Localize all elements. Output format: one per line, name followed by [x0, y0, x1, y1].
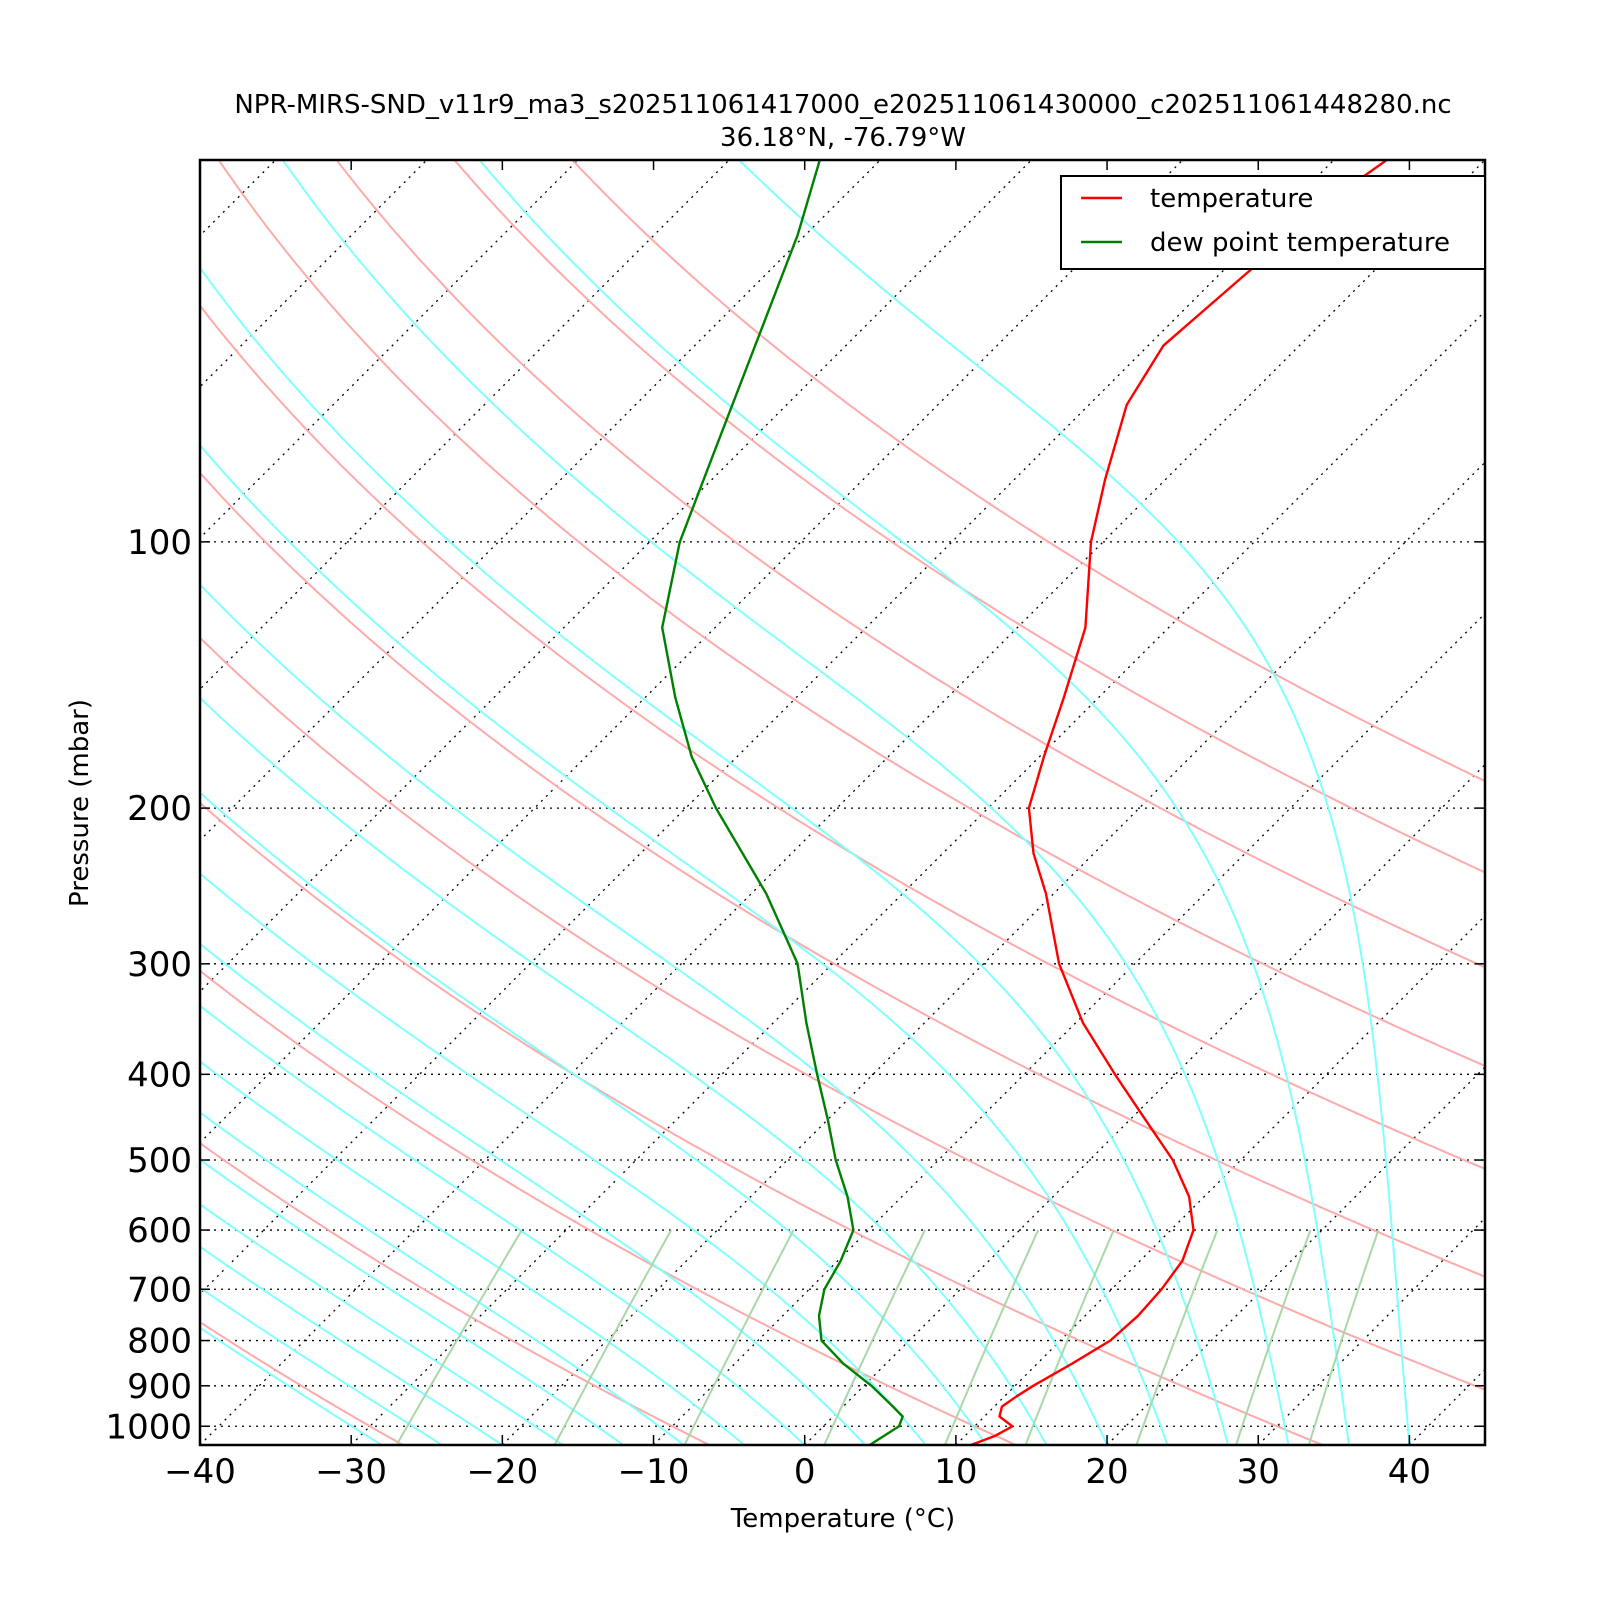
moist-adiabat-line — [200, 1326, 382, 1445]
x-tick-label: −30 — [315, 1452, 387, 1492]
y-tick-label: 200 — [127, 789, 192, 829]
moist-adiabat-line — [738, 160, 1411, 1445]
moist-adiabat-line — [200, 1004, 806, 1445]
y-tick-label: 900 — [127, 1367, 192, 1407]
dry-adiabat-line — [571, 160, 1485, 783]
plot-frame — [198, 158, 1487, 1447]
isotherm-line — [955, 914, 1485, 1445]
dry-adiabat-line — [217, 160, 1485, 1068]
isotherm-line — [1106, 1066, 1485, 1445]
mixing-ratio-line — [1135, 1229, 1219, 1445]
legend: temperature dew point temperature — [1060, 175, 1486, 270]
mixing-ratio-line — [553, 1229, 672, 1445]
y-tick-label: 300 — [127, 945, 192, 985]
isotherm-line — [653, 612, 1485, 1445]
chart-title: NPR-MIRS-SND_v11r9_ma3_s202511061417000_… — [234, 90, 1451, 120]
y-tick-label: 500 — [127, 1141, 192, 1181]
x-tick-label: −10 — [618, 1452, 690, 1492]
moist-adiabat-line — [200, 1060, 745, 1445]
moist-adiabat-line — [200, 443, 1169, 1445]
mixing-ratio-line — [395, 1229, 523, 1445]
dry-adiabat-line — [335, 160, 1485, 969]
isotherm-line — [350, 310, 1485, 1445]
legend-temperature-label: temperature — [1150, 184, 1313, 214]
y-axis-label: Pressure (mbar) — [65, 699, 95, 907]
dry-adiabat-line — [200, 969, 1017, 1445]
temperature-profile-line — [970, 160, 1388, 1445]
isotherm-line — [0, 160, 124, 1445]
y-tick-label: 600 — [127, 1211, 192, 1251]
moist-adiabat-line — [200, 1203, 564, 1445]
y-tick-label: 400 — [127, 1055, 192, 1095]
dry-adiabat-line — [200, 303, 1485, 1170]
moist-adiabat-line — [200, 872, 927, 1445]
x-tick-label: −40 — [164, 1452, 236, 1492]
moist-adiabat-line — [200, 583, 1108, 1445]
mixing-ratio-line — [1235, 1229, 1312, 1445]
isotherm-line — [1257, 1217, 1485, 1445]
mixing-ratio-line — [943, 1229, 1040, 1445]
x-tick-label: 30 — [1237, 1452, 1280, 1492]
mixing-ratio-line — [683, 1229, 795, 1445]
chart-subtitle: 36.18°N, -76.79°W — [720, 123, 966, 153]
isotherm-line — [1408, 1368, 1485, 1445]
moist-adiabat-line — [200, 791, 987, 1445]
x-tick-label: 10 — [934, 1452, 977, 1492]
x-axis-ticks: −40 −30 −20 −10 0 10 20 30 40 — [164, 160, 1431, 1492]
isotherm-line — [1561, 160, 1600, 1445]
legend-box — [1060, 175, 1486, 270]
moist-adiabat-line — [200, 1158, 624, 1445]
isotherm-line — [200, 160, 1485, 1445]
dry-adiabat-line — [200, 1320, 404, 1445]
moist-adiabat-line — [478, 160, 1350, 1445]
mixing-ratio-line — [1308, 1229, 1380, 1445]
x-tick-label: −20 — [466, 1452, 538, 1492]
y-tick-label: 800 — [127, 1322, 192, 1362]
dewpoint-profile-line — [661, 160, 904, 1445]
dry-adiabat-line — [200, 636, 1485, 1391]
x-tick-label: 20 — [1085, 1452, 1128, 1492]
y-tick-label: 700 — [127, 1270, 192, 1310]
moist-adiabat-line — [200, 1245, 503, 1445]
moist-adiabat-line — [281, 160, 1290, 1445]
plot-area — [0, 160, 1600, 1445]
dry-adiabat-line — [200, 1141, 710, 1445]
mixing-ratio-line — [1024, 1229, 1115, 1445]
legend-dewpoint-label: dew point temperature — [1150, 228, 1450, 258]
moist-adiabat-line — [200, 942, 866, 1445]
x-axis-label: Temperature (°C) — [730, 1504, 955, 1534]
y-tick-label: 100 — [127, 523, 192, 563]
moist-adiabat-line — [200, 696, 1048, 1445]
moist-adiabat-line — [200, 266, 1229, 1445]
dry-adiabat-line — [200, 471, 1485, 1278]
dry-adiabat-line — [200, 801, 1323, 1445]
isotherm-line — [804, 763, 1485, 1445]
isotherm-line — [200, 160, 1335, 1295]
dry-adiabat-line — [453, 160, 1485, 874]
moist-adiabat-line — [200, 1286, 443, 1445]
mixing-ratio-line — [823, 1229, 926, 1445]
x-tick-label: 40 — [1388, 1452, 1431, 1492]
x-tick-label: 0 — [794, 1452, 816, 1492]
isotherm-line — [501, 461, 1485, 1445]
y-tick-label: 1000 — [105, 1407, 192, 1447]
